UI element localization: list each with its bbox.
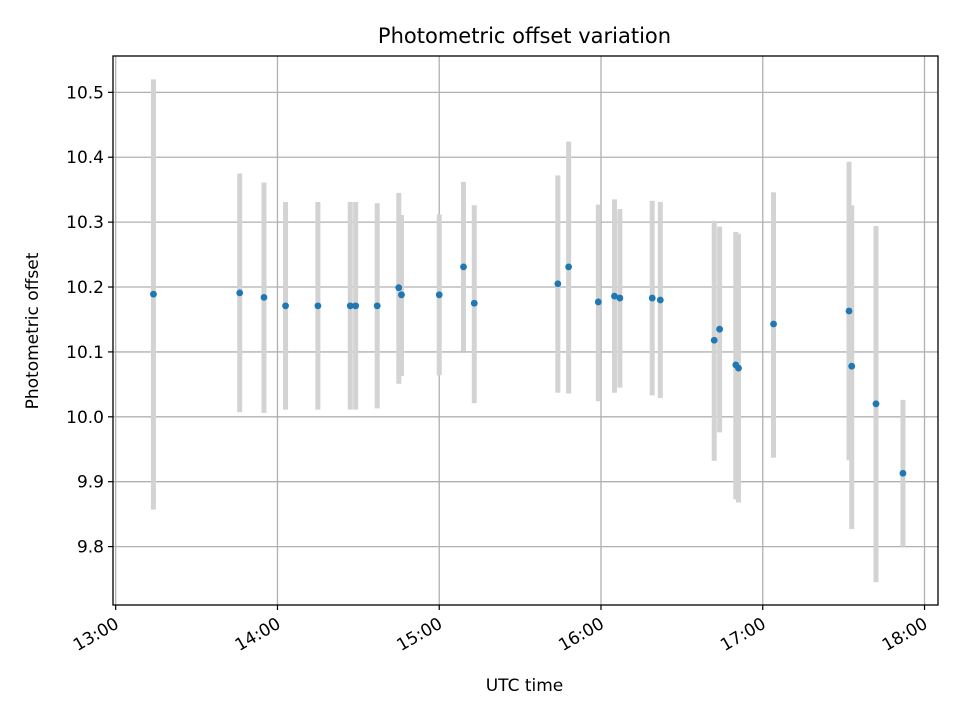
data-point [236,289,244,297]
plot-frame [112,55,939,606]
y-tick-label: 9.9 [77,473,104,493]
data-point [435,291,443,299]
data-point [845,307,853,315]
data-point [611,292,618,300]
x-tick-label: 13:00 [70,614,122,656]
x-axis-label: UTC time [486,676,564,696]
y-tick-label: 10.3 [66,213,104,233]
point-layer [150,263,907,477]
data-point [710,336,718,344]
y-tick-label: 10.4 [66,148,104,168]
y-axis: 9.8 9.9 10.0 10.1 10.2 10.3 10.4 10.5 [66,83,113,558]
data-point [648,294,656,302]
y-tick-label: 10.0 [66,408,104,428]
data-point [770,320,777,328]
data-point [352,302,360,310]
data-point [460,263,467,271]
grid-layer [113,56,938,605]
data-point [565,263,573,271]
data-point [848,362,856,370]
errorbar-layer [150,79,906,583]
x-tick-label: 14:00 [232,614,284,656]
x-tick-label: 17:00 [717,614,769,656]
data-point [554,280,562,288]
data-point [373,302,381,310]
data-point [395,284,403,292]
x-axis: 13:00 14:00 15:00 16:00 17:00 18:00 [70,605,931,656]
data-point [282,302,289,310]
data-point [716,325,724,333]
data-point [656,296,664,304]
y-tick-label: 9.8 [77,538,104,558]
chart-title: Photometric offset variation [378,24,671,48]
data-point [346,302,354,310]
x-tick-label: 16:00 [555,614,607,656]
y-tick-label: 10.5 [66,83,104,103]
data-point [594,298,602,306]
data-point [260,294,268,301]
data-point [735,364,742,372]
data-point [150,290,157,298]
x-tick-label: 15:00 [394,614,446,656]
y-axis-label: Photometric offset [23,252,43,409]
y-tick-label: 10.2 [66,278,104,298]
data-point [470,299,478,307]
data-point [314,302,322,310]
x-tick-label: 18:00 [879,614,931,656]
data-point [872,400,880,408]
y-tick-label: 10.1 [66,343,104,363]
data-point [616,294,624,302]
data-point [398,291,405,299]
data-point [899,469,907,477]
